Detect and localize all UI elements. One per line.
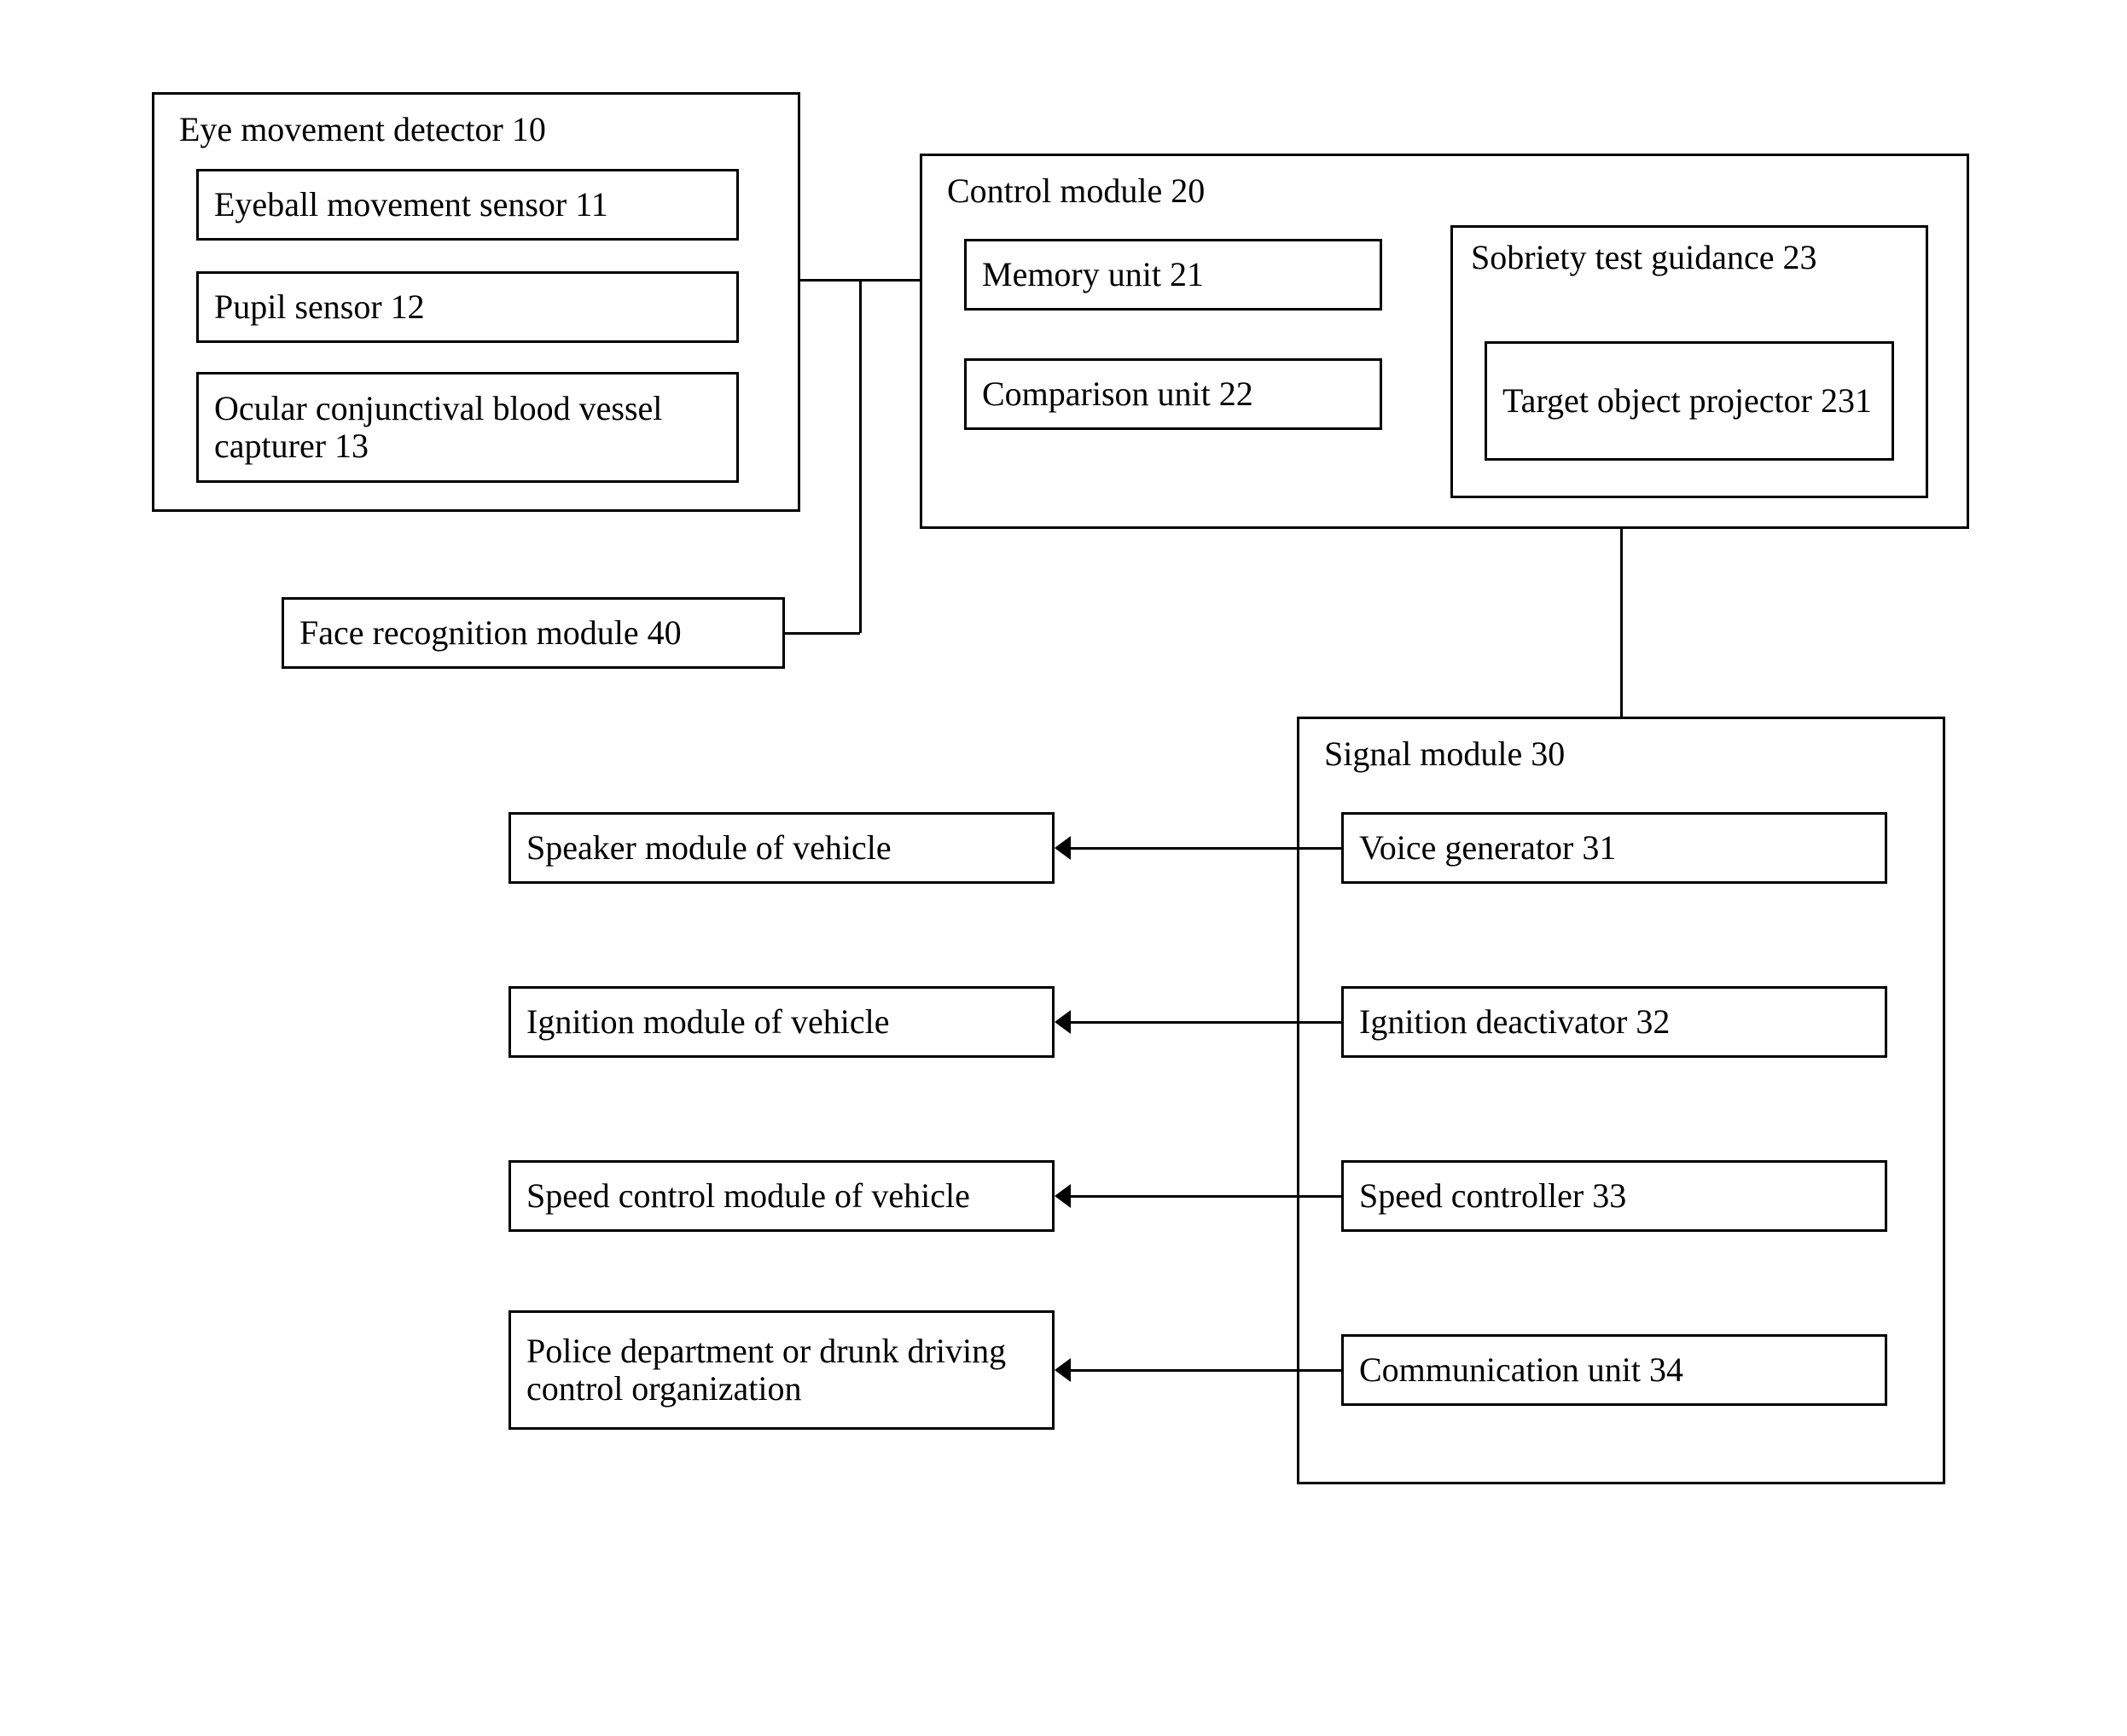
speed-control-module-of-vehicle: Speed control module of vehicle (509, 1160, 1055, 1232)
arrow-comm-to-police-line (1066, 1369, 1341, 1372)
pupil-sensor: Pupil sensor 12 (196, 271, 739, 343)
arrow-comm-to-police-arrowhead (1055, 1358, 1071, 1382)
target-object-projector: Target object projector 231 (1485, 341, 1894, 461)
target-object-projector-label: Target object projector 231 (1502, 382, 1872, 420)
pupil-sensor-label: Pupil sensor 12 (214, 288, 425, 326)
arrow-speed-to-speed-arrowhead (1055, 1184, 1071, 1208)
comparison-unit: Comparison unit 22 (964, 358, 1382, 430)
voice-generator-label: Voice generator 31 (1359, 829, 1616, 867)
signal-module-title: Signal module 30 (1324, 734, 1565, 774)
speed-controller-label: Speed controller 33 (1359, 1177, 1626, 1215)
memory-unit: Memory unit 21 (964, 239, 1382, 311)
speed-control-module-of-vehicle-label: Speed control module of vehicle (526, 1177, 970, 1215)
speaker-module-of-vehicle: Speaker module of vehicle (509, 812, 1055, 884)
eye-movement-detector-title: Eye movement detector 10 (179, 109, 546, 149)
speaker-module-of-vehicle-label: Speaker module of vehicle (526, 829, 892, 867)
ignition-module-of-vehicle-label: Ignition module of vehicle (526, 1003, 889, 1041)
eyeball-movement-sensor-label: Eyeball movement sensor 11 (214, 186, 608, 224)
face-recognition-module-label: Face recognition module 40 (299, 614, 682, 652)
police-or-drunk-driving-org: Police department or drunk driving contr… (509, 1310, 1055, 1430)
memory-unit-label: Memory unit 21 (982, 256, 1204, 293)
ocular-capturer: Ocular conjunctival blood vessel capture… (196, 372, 739, 483)
ignition-deactivator-label: Ignition deactivator 32 (1359, 1003, 1670, 1041)
conn-face-vert (859, 280, 862, 633)
voice-generator: Voice generator 31 (1341, 812, 1887, 884)
conn-control-to-signal (1620, 529, 1623, 717)
comparison-unit-label: Comparison unit 22 (982, 375, 1253, 413)
sobriety-test-guidance-title: Sobriety test guidance 23 (1471, 239, 1908, 276)
communication-unit-label: Communication unit 34 (1359, 1351, 1683, 1389)
police-or-drunk-driving-org-label: Police department or drunk driving contr… (526, 1332, 1037, 1408)
ignition-deactivator: Ignition deactivator 32 (1341, 986, 1887, 1058)
arrow-ignition-to-ignition-line (1066, 1021, 1341, 1024)
face-recognition-module: Face recognition module 40 (282, 597, 785, 669)
diagram-canvas: Eye movement detector 10 Eyeball movement… (0, 0, 2127, 1736)
eyeball-movement-sensor: Eyeball movement sensor 11 (196, 169, 739, 241)
communication-unit: Communication unit 34 (1341, 1334, 1887, 1406)
speed-controller: Speed controller 33 (1341, 1160, 1887, 1232)
ocular-capturer-label: Ocular conjunctival blood vessel capture… (214, 390, 721, 465)
arrow-voice-to-speaker-arrowhead (1055, 836, 1071, 860)
control-module-title: Control module 20 (947, 171, 1205, 211)
ignition-module-of-vehicle: Ignition module of vehicle (509, 986, 1055, 1058)
arrow-speed-to-speed-line (1066, 1195, 1341, 1198)
conn-face-horiz (785, 632, 860, 635)
arrow-voice-to-speaker-line (1066, 847, 1341, 850)
arrow-ignition-to-ignition-arrowhead (1055, 1010, 1071, 1034)
